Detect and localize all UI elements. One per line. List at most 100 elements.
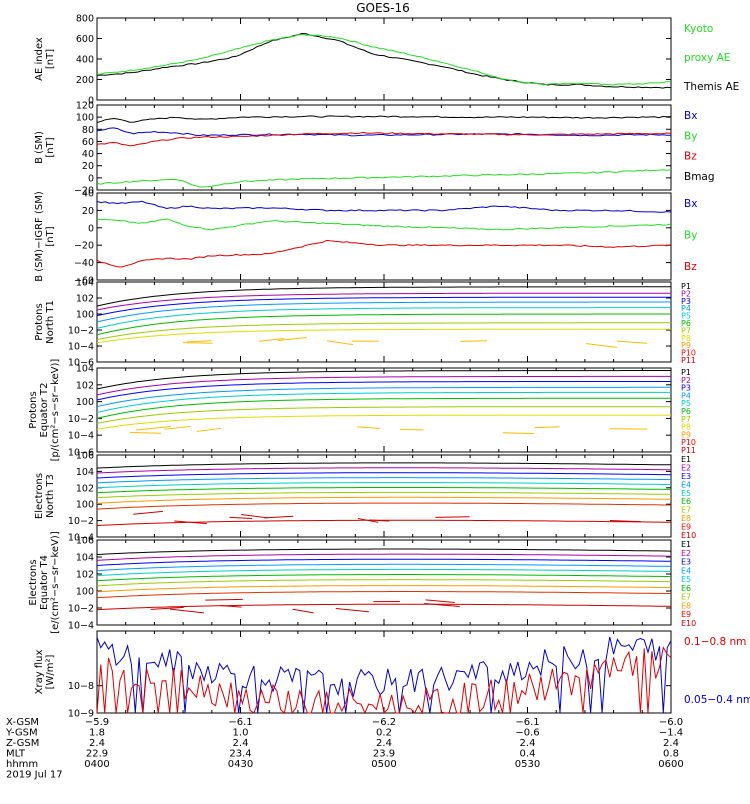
y-tick-label: 100 <box>76 500 94 511</box>
panel-frame <box>97 368 671 452</box>
sparse-dash <box>183 343 212 344</box>
legend-label: Bz <box>684 261 697 273</box>
sparse-dash <box>241 515 267 518</box>
legend-label: E5 <box>681 575 691 584</box>
ephemeris-row-label: Y-GSM <box>5 728 38 739</box>
level-line-p7 <box>97 323 671 340</box>
legend-label: E10 <box>681 531 696 540</box>
ephemeris-value: −5.9 <box>85 717 109 728</box>
ephemeris-value: 0530 <box>515 759 540 770</box>
level-line-e9 <box>97 592 671 598</box>
legend-label: E1 <box>681 540 691 549</box>
legend-label: Bx <box>684 110 697 122</box>
legend-label: E3 <box>681 558 691 567</box>
level-line-e7 <box>97 580 671 586</box>
y-axis-label: [nT] <box>45 226 56 246</box>
y-axis-label: Xray flux <box>34 650 45 695</box>
level-line-p6 <box>97 314 671 335</box>
y-tick-label: 104 <box>76 278 94 289</box>
legend-label: E10 <box>681 619 696 628</box>
y-tick-label: 10−2 <box>68 516 94 527</box>
sparse-dash <box>435 517 469 518</box>
level-line-e8 <box>97 586 671 592</box>
y-tick-label: 100 <box>76 113 94 124</box>
panel-frame <box>97 631 671 713</box>
ephemeris-value: −6.0 <box>659 717 683 728</box>
y-axis-label: B (SM) <box>34 131 45 164</box>
legend-label: E7 <box>681 593 691 602</box>
y-tick-label: 40 <box>82 189 94 200</box>
ephemeris-value: −1.4 <box>659 728 683 739</box>
y-tick-label: 40 <box>82 149 94 160</box>
y-tick-label: −40 <box>74 258 94 269</box>
ephemeris-value: 2.4 <box>376 738 392 749</box>
y-axis-label: Protons <box>28 391 39 428</box>
y-tick-label: −20 <box>74 241 94 252</box>
sparse-dash <box>327 341 353 345</box>
level-line-p5 <box>97 392 671 412</box>
y-tick-label: 0 <box>88 223 94 234</box>
ephemeris-value: −0.6 <box>515 728 539 739</box>
y-tick-label: 10−2 <box>68 326 94 337</box>
ephemeris-value: 2.4 <box>89 738 105 749</box>
sparse-dash <box>170 609 204 613</box>
ephemeris-value: 0500 <box>371 759 396 770</box>
sparse-dash <box>535 427 560 428</box>
panel-frame <box>97 18 671 100</box>
ephemeris-value: 2.4 <box>520 738 536 749</box>
y-tick-label: 400 <box>76 55 94 66</box>
ephemeris-row-label: hhmm <box>6 759 38 770</box>
y-tick-label: 10−4 <box>68 342 94 353</box>
sparse-dash <box>617 341 648 343</box>
ephemeris-value: 2.4 <box>663 738 679 749</box>
ephemeris-row-label: MLT <box>6 749 26 760</box>
y-axis-label: [e/(cm²−s−sr−keV)] <box>50 531 61 634</box>
level-line-p3 <box>97 297 671 315</box>
level-line-p4 <box>97 387 671 406</box>
sparse-dash <box>133 511 163 514</box>
y-tick-label: 102 <box>76 380 94 391</box>
legend-label: By <box>684 230 697 242</box>
legend-label: proxy AE <box>684 52 730 64</box>
sparse-dash <box>460 341 487 342</box>
series-line-bz <box>97 240 671 267</box>
y-axis-label: [nT] <box>45 49 56 69</box>
series-line-kyoto-proxy-ae <box>97 34 671 85</box>
y-tick-label: 20 <box>82 161 94 172</box>
level-line-e7 <box>97 492 671 497</box>
y-axis-label: Equator T4 <box>39 555 50 610</box>
y-tick-label: 600 <box>76 34 94 45</box>
y-tick-label: 102 <box>76 294 94 305</box>
y-tick-label: 200 <box>76 75 94 86</box>
legend-label: P11 <box>681 446 696 455</box>
legend-label: E4 <box>681 566 691 575</box>
y-tick-label: 10−4 <box>68 431 94 442</box>
y-axis-label: [W/m²] <box>45 654 56 689</box>
sparse-dash <box>229 517 252 518</box>
y-tick-label: 20 <box>82 206 94 217</box>
series-line-bx <box>97 201 671 212</box>
sparse-dash <box>264 516 293 518</box>
chart-title: GOES-16 <box>356 1 410 15</box>
sparse-dash <box>187 341 212 342</box>
ephemeris-value: 22.9 <box>86 749 108 760</box>
ephemeris-value: 0.8 <box>663 749 679 760</box>
level-line-p4 <box>97 302 671 322</box>
y-axis-label: North T3 <box>45 474 56 518</box>
level-line-e1 <box>97 549 671 555</box>
ephemeris-value: 0600 <box>658 759 683 770</box>
legend-label: Bx <box>684 198 697 210</box>
sparse-dash <box>357 427 380 429</box>
date-label: 2019 Jul 17 <box>6 770 63 781</box>
legend-label: Bmag <box>684 171 715 183</box>
y-tick-label: 104 <box>76 364 94 375</box>
y-tick-label: 102 <box>76 570 94 581</box>
series-line-themis-ae <box>97 33 671 88</box>
y-axis-label: Equator T2 <box>39 383 50 438</box>
